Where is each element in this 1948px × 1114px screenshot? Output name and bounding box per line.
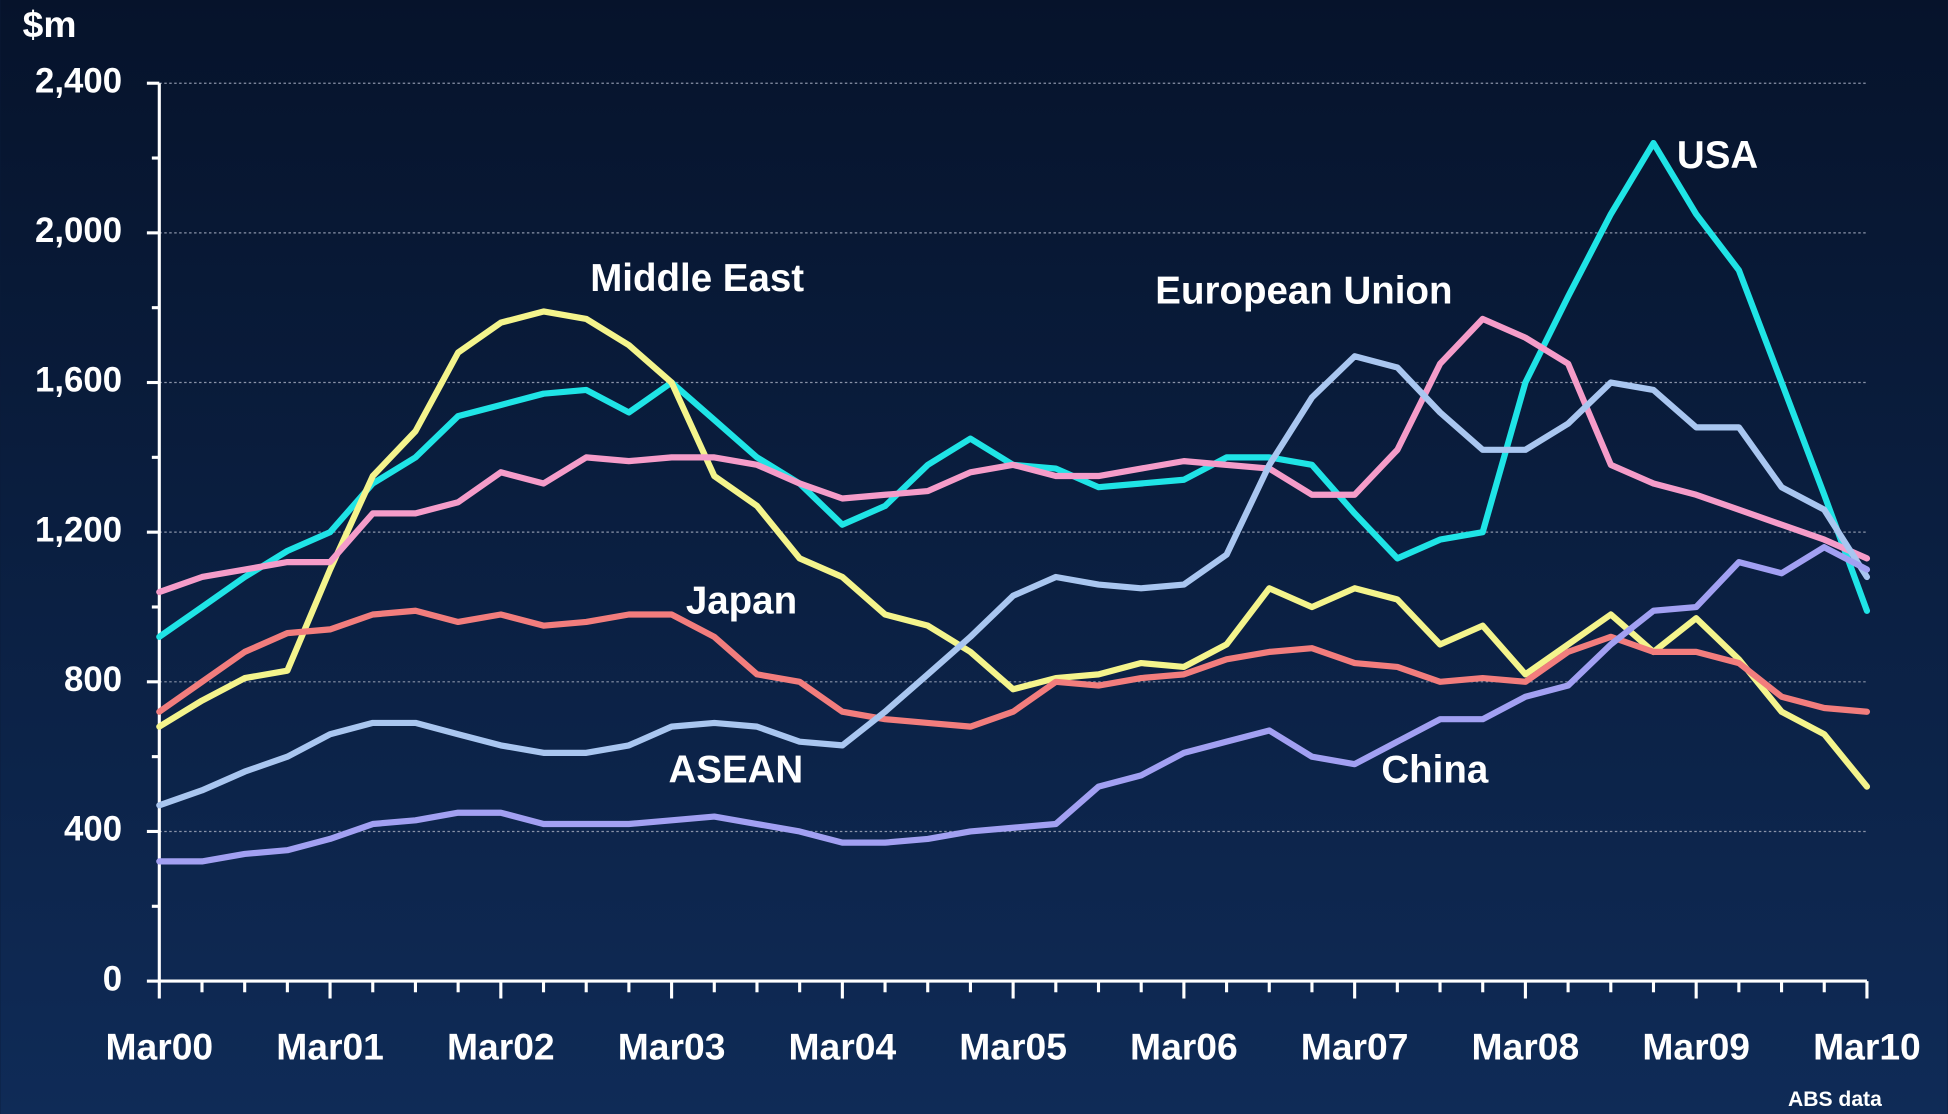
source-note: ABS data bbox=[1788, 1088, 1882, 1111]
x-tick-label: Mar06 bbox=[1130, 1025, 1238, 1067]
x-tick-label: Mar10 bbox=[1813, 1025, 1921, 1067]
y-tick-label: 0 bbox=[103, 960, 122, 998]
y-axis-label: $m bbox=[23, 3, 77, 45]
x-tick-label: Mar05 bbox=[959, 1025, 1067, 1067]
y-tick-label: 2,000 bbox=[35, 212, 122, 250]
x-tick-label: Mar00 bbox=[105, 1025, 213, 1067]
y-tick-label: 1,200 bbox=[35, 511, 122, 549]
series-line bbox=[156, 544, 1871, 865]
series-line bbox=[156, 353, 1871, 809]
series-line bbox=[156, 308, 1871, 790]
x-tick-label: Mar07 bbox=[1301, 1025, 1409, 1067]
series-line bbox=[156, 315, 1871, 596]
x-tick-label: Mar02 bbox=[447, 1025, 555, 1067]
series-label: European Union bbox=[1155, 269, 1452, 312]
x-tick-label: Mar09 bbox=[1642, 1025, 1750, 1067]
y-tick-label: 800 bbox=[64, 661, 122, 699]
x-tick-label: Mar04 bbox=[789, 1025, 897, 1067]
x-tick-label: Mar08 bbox=[1472, 1025, 1580, 1067]
x-tick-label: Mar01 bbox=[276, 1025, 384, 1067]
series-label: USA bbox=[1677, 134, 1758, 177]
y-tick-label: 400 bbox=[64, 811, 122, 849]
y-tick-label: 2,400 bbox=[35, 62, 122, 100]
series-label: China bbox=[1381, 749, 1488, 792]
x-tick-label: Mar03 bbox=[618, 1025, 726, 1067]
y-tick-label: 1,600 bbox=[35, 362, 122, 400]
series-line bbox=[156, 607, 1871, 730]
series-label: Middle East bbox=[590, 257, 804, 300]
series-label: ASEAN bbox=[668, 749, 803, 792]
series-label: Japan bbox=[686, 580, 797, 623]
